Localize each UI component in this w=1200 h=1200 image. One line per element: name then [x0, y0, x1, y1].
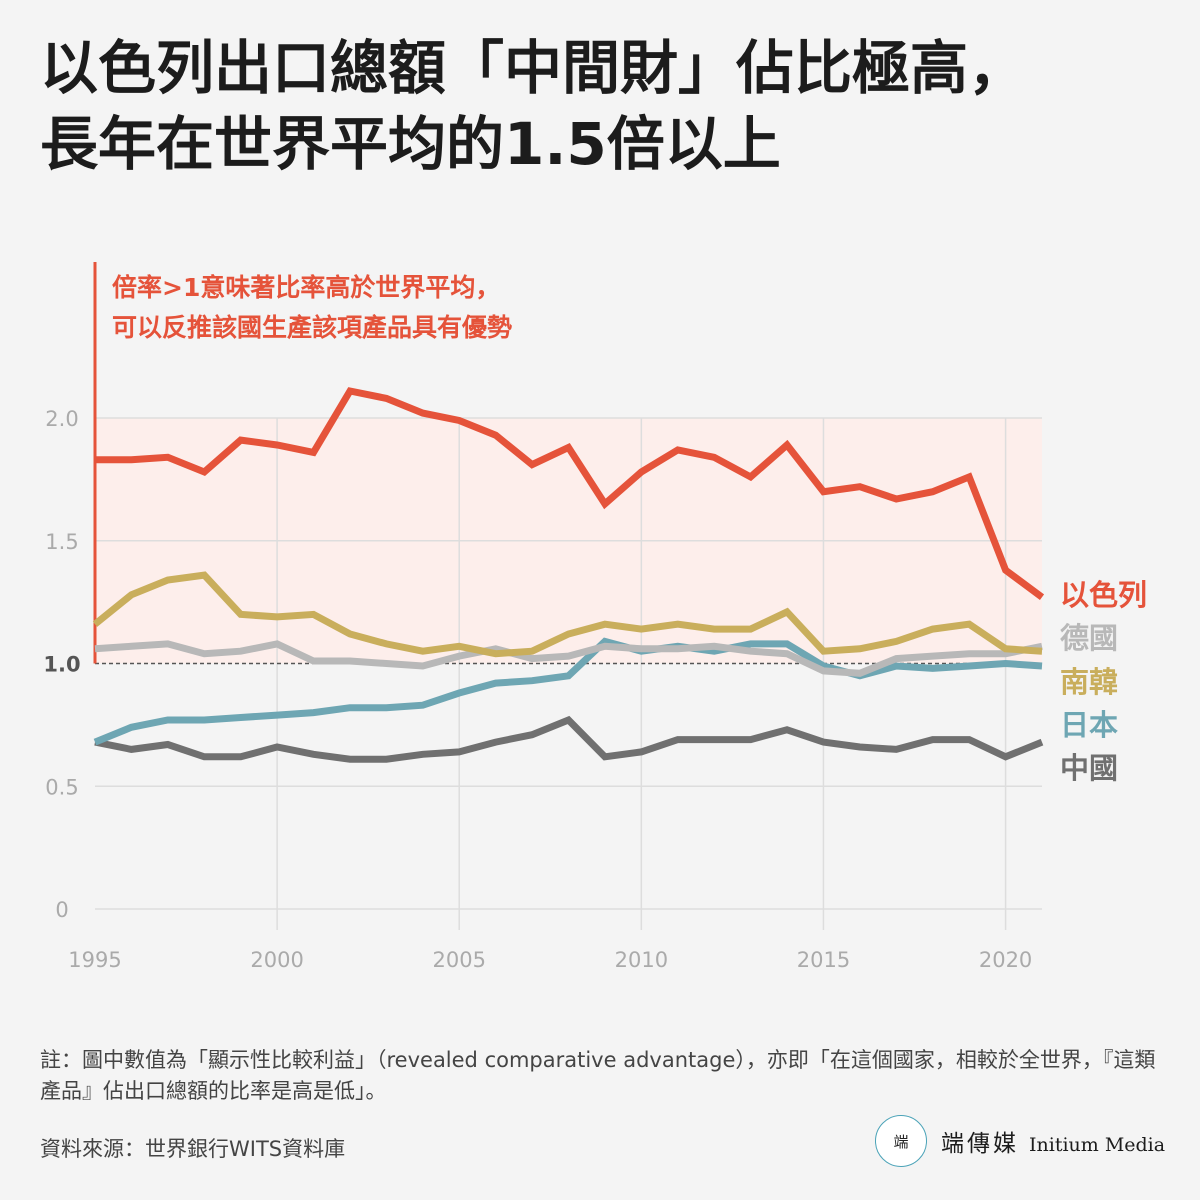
x-tick-label: 2020 — [979, 948, 1032, 972]
x-tick-label: 2015 — [797, 948, 850, 972]
series-line-1 — [93, 637, 1043, 746]
title-line-1: 以色列出口總額「中間財」佔比極高， — [40, 34, 1027, 102]
logo-name-en: Initium Media — [1029, 1134, 1166, 1156]
legend-label: 中國 — [1060, 751, 1118, 785]
series-line-4 — [95, 387, 1045, 601]
y-tick-label: 2.0 — [45, 407, 78, 431]
legend-label: 南韓 — [1060, 665, 1118, 699]
x-tick-label: 2005 — [433, 948, 486, 972]
logo-mark-icon: 端 — [875, 1115, 927, 1167]
annotation-text: 可以反推該國生產該項產品具有優勢 — [112, 313, 512, 342]
line-chart: 倍率>1意味著比率高於世界平均， 可以反推該國生產該項產品具有優勢 0 0.5 1.0 1… — [43, 262, 1147, 972]
title-line-2: 長年在世界平均的1.5倍以上 — [40, 110, 781, 178]
footnote: 註：圖中數值為「顯示性比較利益」（revealed comparative ad… — [40, 1048, 1156, 1103]
publisher-logo[interactable]: 端 端傳媒 Initium Media — [875, 1115, 1165, 1167]
legend-label: 以色列 — [1060, 578, 1147, 612]
data-source: 資料來源：世界銀行WITS資料庫 — [40, 1137, 346, 1161]
x-tick-label: 2000 — [250, 948, 303, 972]
chart-title: 以色列出口總額「中間財」佔比極高， 長年在世界平均的1.5倍以上 — [40, 30, 1170, 182]
annotation-text: 倍率>1意味著比率高於世界平均， — [112, 273, 500, 302]
x-tick-label: 1995 — [68, 948, 121, 972]
y-tick-label: 1.5 — [45, 530, 78, 554]
x-tick-label: 2010 — [615, 948, 668, 972]
series-line-3 — [92, 571, 1043, 658]
logo-name-cn: 端傳媒 — [941, 1131, 1019, 1157]
y-tick-label: 0.5 — [45, 775, 78, 799]
y-tick-label: 1.0 — [43, 653, 80, 677]
y-tick-label: 0 — [55, 898, 68, 922]
series-line-2 — [94, 640, 1043, 677]
legend-label: 德國 — [1060, 621, 1118, 655]
legend-label: 日本 — [1060, 708, 1118, 742]
series-line-0 — [94, 715, 1044, 763]
